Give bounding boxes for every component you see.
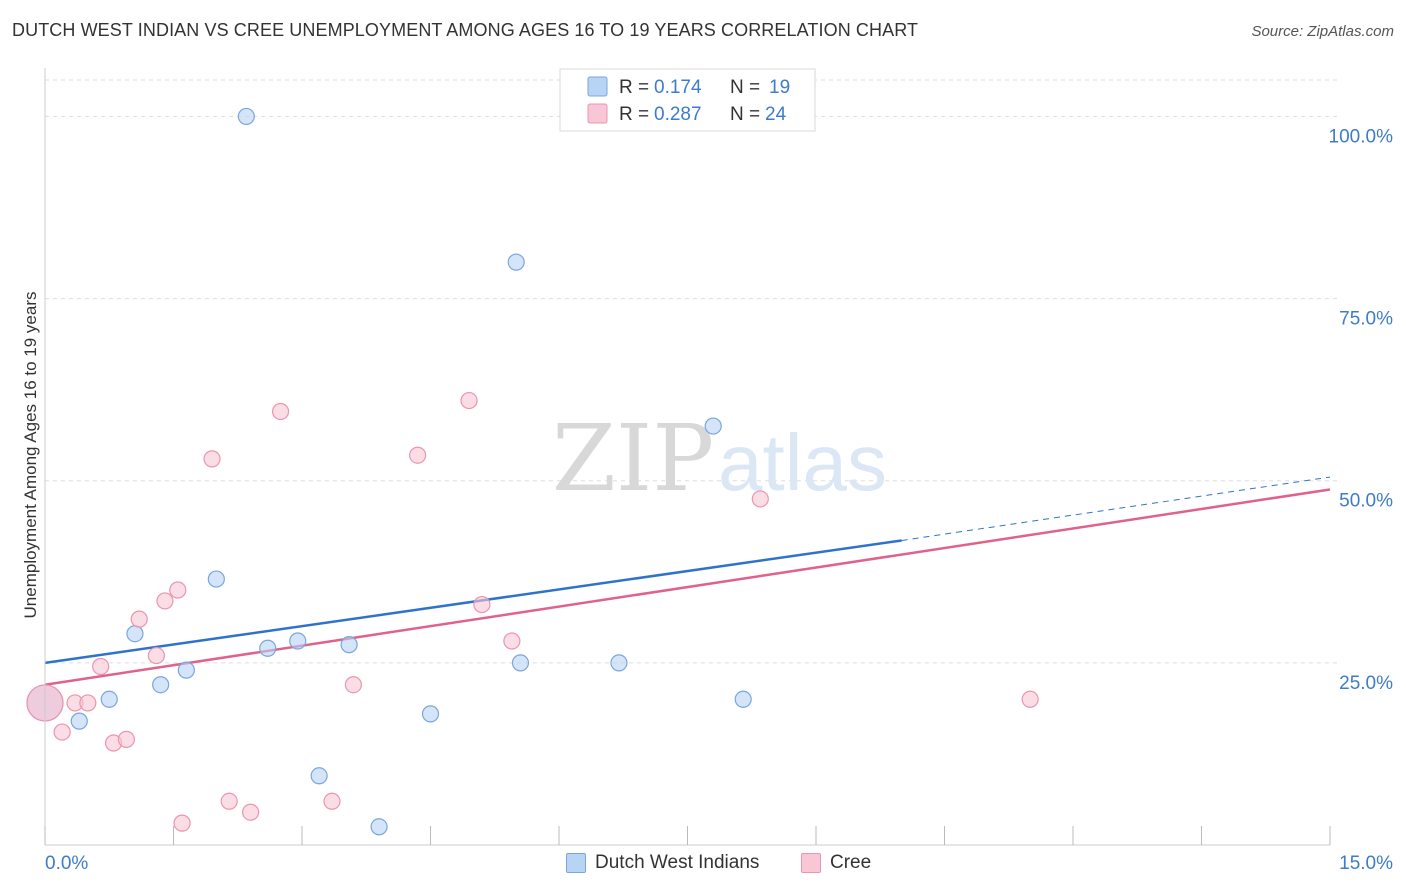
point-dutch-west-indians bbox=[370, 818, 388, 836]
point-dutch-west-indians bbox=[734, 690, 752, 708]
chart-source: Source: ZipAtlas.com bbox=[1251, 23, 1394, 40]
y-tick-label: 75.0% bbox=[1339, 309, 1393, 330]
point-dutch-west-indians bbox=[289, 632, 307, 650]
y-tick-label: 50.0% bbox=[1339, 491, 1393, 512]
top-legend-n-value-blue: 19 bbox=[769, 77, 790, 98]
point-cree bbox=[117, 730, 135, 748]
point-cree bbox=[271, 402, 290, 421]
watermark: ZIP atlas bbox=[552, 405, 887, 512]
point-dutch-west-indians bbox=[152, 676, 170, 694]
point-dutch-west-indians bbox=[421, 705, 440, 723]
top-legend-r-label-pink: R = bbox=[619, 104, 649, 125]
legend-label-cree: Cree bbox=[830, 852, 872, 873]
y-axis-label: Unemployment Among Ages 16 to 19 years bbox=[21, 292, 40, 619]
point-dutch-west-indians bbox=[310, 767, 328, 785]
top-legend-n-label-blue: N = bbox=[730, 77, 760, 98]
top-legend: R = 0.174 N = 19 R = 0.287 N = 24 bbox=[559, 68, 816, 132]
top-legend-swatch-blue bbox=[587, 76, 608, 97]
point-dutch-west-indians bbox=[507, 253, 525, 271]
y-tick-label: 100.0% bbox=[1329, 126, 1394, 147]
point-cree bbox=[503, 632, 521, 650]
point-cree bbox=[130, 610, 148, 628]
point-layer bbox=[26, 107, 1039, 836]
point-cree bbox=[751, 490, 769, 508]
point-cree bbox=[473, 595, 491, 614]
point-cree bbox=[409, 446, 427, 464]
trend-layer bbox=[44, 476, 1331, 686]
grid-layer bbox=[45, 79, 1340, 664]
legend-swatch-blue bbox=[566, 853, 586, 873]
point-cree bbox=[323, 792, 341, 810]
top-legend-r-value-pink: 0.287 bbox=[654, 104, 702, 125]
top-legend-r-value-blue: 0.174 bbox=[654, 77, 702, 98]
point-cree bbox=[169, 581, 187, 599]
point-dutch-west-indians bbox=[70, 712, 88, 730]
x-tick-label: 0.0% bbox=[45, 853, 88, 874]
top-legend-n-value-pink: 24 bbox=[765, 104, 787, 125]
point-dutch-west-indians bbox=[100, 690, 118, 708]
x-tick-label: 15.0% bbox=[1339, 853, 1393, 874]
point-cree bbox=[242, 803, 260, 821]
point-dutch-west-indians bbox=[207, 570, 225, 588]
trend-line-dutch-west-indians bbox=[44, 539, 902, 665]
top-legend-r-label-blue: R = bbox=[619, 77, 649, 98]
point-dutch-west-indians bbox=[259, 639, 277, 657]
point-cree bbox=[220, 792, 238, 810]
point-dutch-west-indians bbox=[126, 625, 144, 643]
top-legend-n-label-pink: N = bbox=[730, 104, 760, 125]
point-cree bbox=[147, 646, 165, 665]
point-cree bbox=[460, 391, 478, 410]
watermark-zip: ZIP bbox=[552, 405, 714, 512]
point-cree bbox=[1021, 690, 1039, 708]
point-cree bbox=[344, 676, 362, 694]
legend-item-dutch-west-indians: Dutch West Indians bbox=[566, 852, 759, 874]
point-cree bbox=[203, 450, 221, 468]
legend-label-dutch-west-indians: Dutch West Indians bbox=[595, 852, 760, 873]
axis-layer: 25.0% 50.0% 75.0% 100.0% 0.0% 15.0% bbox=[44, 68, 1394, 874]
point-cree bbox=[53, 723, 71, 741]
point-dutch-west-indians bbox=[704, 417, 722, 435]
point-cree bbox=[156, 592, 174, 610]
legend-item-cree: Cree bbox=[801, 852, 871, 874]
legend-swatch-pink bbox=[801, 853, 821, 873]
point-cree bbox=[173, 814, 191, 832]
trend-extension-dutch-west-indians bbox=[901, 476, 1331, 541]
point-dutch-west-indians bbox=[237, 107, 255, 126]
chart-title: DUTCH WEST INDIAN VS CREE UNEMPLOYMENT A… bbox=[12, 20, 919, 40]
point-dutch-west-indians bbox=[340, 636, 358, 654]
point-dutch-west-indians bbox=[511, 654, 530, 672]
point-dutch-west-indians bbox=[177, 661, 195, 679]
top-legend-swatch-pink bbox=[587, 103, 608, 124]
point-cree bbox=[79, 694, 97, 712]
point-cree bbox=[92, 657, 110, 676]
trend-line-cree bbox=[44, 488, 1331, 686]
watermark-atlas: atlas bbox=[718, 418, 887, 507]
point-dutch-west-indians bbox=[610, 654, 628, 672]
y-tick-label: 25.0% bbox=[1339, 673, 1393, 694]
